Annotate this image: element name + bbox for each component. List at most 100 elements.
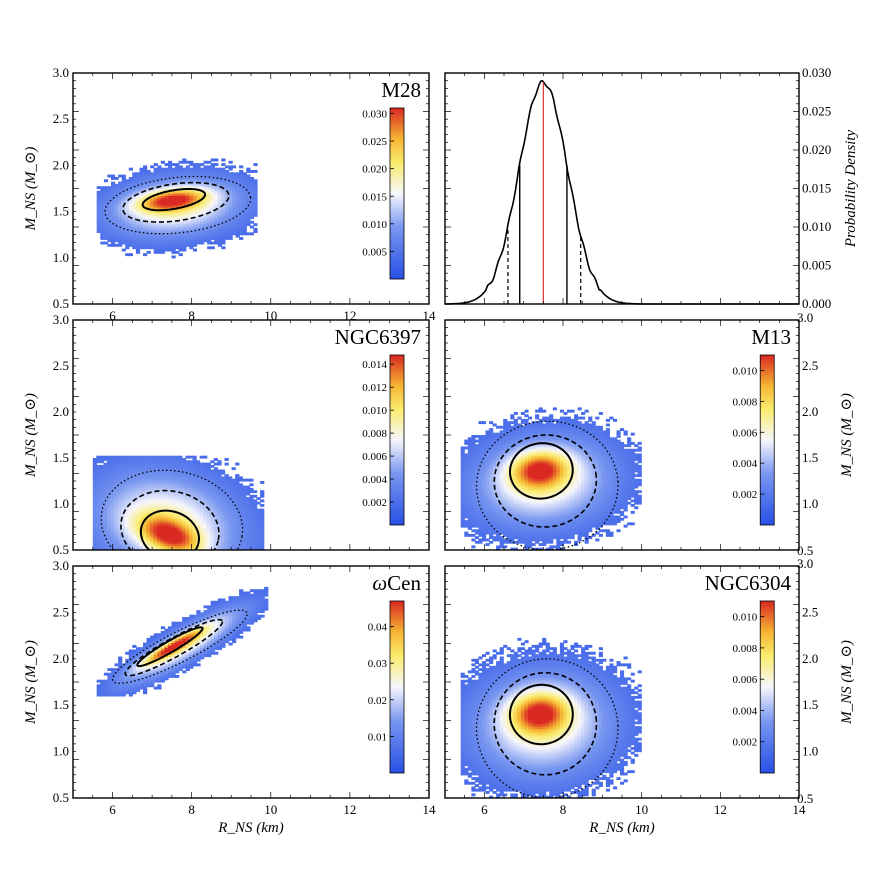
heat-cell xyxy=(192,167,198,171)
heat-cell xyxy=(545,425,550,429)
heat-cell xyxy=(542,540,547,544)
heat-cell xyxy=(107,533,112,537)
heat-cell xyxy=(92,471,97,475)
heat-cell xyxy=(513,527,518,530)
heat-cell xyxy=(132,209,137,213)
heat-cell xyxy=(110,533,115,537)
heat-cell xyxy=(174,504,179,507)
heat-cell xyxy=(153,474,158,477)
heat-cell xyxy=(149,510,154,514)
heat-cell xyxy=(124,529,129,533)
heat-cell xyxy=(503,460,508,464)
heat-cell xyxy=(188,490,194,494)
heat-cell xyxy=(471,520,476,523)
heat-cell xyxy=(513,423,518,427)
heat-cell xyxy=(538,490,543,494)
heat-cell xyxy=(153,529,158,533)
heat-cell xyxy=(467,483,472,487)
heat-cell xyxy=(164,506,169,510)
heat-cell xyxy=(199,520,204,523)
heat-cell xyxy=(188,474,194,477)
heat-cell xyxy=(156,501,162,505)
heat-cell xyxy=(139,239,144,243)
heat-cell xyxy=(221,197,226,201)
heat-cell xyxy=(235,227,240,231)
heat-cell xyxy=(221,223,226,227)
heat-cell xyxy=(125,200,130,203)
heat-cell xyxy=(99,545,105,549)
heat-cell xyxy=(242,186,247,190)
heat-cell xyxy=(224,547,229,550)
heat-cell xyxy=(171,533,176,537)
heat-cell xyxy=(478,527,483,530)
heat-cell xyxy=(221,209,226,213)
heat-cell xyxy=(121,230,126,233)
heat-cell xyxy=(149,471,154,475)
heat-cell xyxy=(524,478,529,482)
heat-cell xyxy=(242,529,247,533)
heat-cell xyxy=(199,522,204,526)
heat-cell xyxy=(203,179,208,183)
heat-cell xyxy=(118,186,123,190)
heat-cell xyxy=(171,501,176,505)
heat-cell xyxy=(164,188,169,192)
heat-cell xyxy=(492,444,497,448)
heat-cell xyxy=(520,524,525,528)
heat-cell xyxy=(228,186,233,190)
heat-cell xyxy=(203,522,208,526)
heat-cell xyxy=(520,439,525,443)
heat-cell xyxy=(149,499,154,503)
heat-cell xyxy=(114,527,119,530)
heat-cell xyxy=(124,469,129,473)
heat-cell xyxy=(482,517,487,521)
heat-cell xyxy=(207,225,212,229)
heat-cell xyxy=(520,515,525,519)
heat-cell xyxy=(460,490,465,494)
heat-cell xyxy=(131,474,137,477)
heat-cell xyxy=(528,543,533,546)
heat-cell xyxy=(160,536,165,540)
heat-cell xyxy=(213,515,218,519)
heat-cell xyxy=(160,183,165,187)
heat-cell xyxy=(467,517,472,521)
heat-cell xyxy=(156,515,162,519)
heat-cell xyxy=(167,195,173,199)
heat-cell xyxy=(464,458,469,461)
heat-cell xyxy=(220,483,226,487)
heat-cell xyxy=(513,513,518,517)
heat-cell xyxy=(503,538,508,542)
heat-cell xyxy=(235,462,240,466)
heat-cell xyxy=(114,460,119,464)
heat-cell xyxy=(242,213,247,217)
heat-cell xyxy=(178,492,183,496)
heat-cell xyxy=(531,536,536,540)
heat-cell xyxy=(242,227,247,231)
heat-cell xyxy=(117,481,122,484)
heat-cell xyxy=(520,529,525,533)
heat-cell xyxy=(549,435,554,438)
heat-cell xyxy=(260,508,265,512)
heat-cell xyxy=(517,501,522,505)
heat-cell xyxy=(471,487,476,491)
heat-cell xyxy=(503,513,508,517)
heat-cell xyxy=(249,536,254,540)
heat-cell xyxy=(235,197,240,201)
heat-cell xyxy=(552,458,557,461)
heat-cell xyxy=(220,497,226,500)
heat-cell xyxy=(100,216,105,220)
heat-cell xyxy=(117,469,122,473)
heat-cell xyxy=(239,218,244,222)
heat-cell xyxy=(125,195,130,199)
heat-cell xyxy=(482,435,487,438)
heat-cell xyxy=(228,490,233,494)
heat-cell xyxy=(542,464,547,468)
heat-cell xyxy=(510,506,515,510)
heat-cell xyxy=(96,536,101,540)
heat-cell xyxy=(485,508,490,512)
heat-cell xyxy=(156,460,162,464)
heat-cell xyxy=(482,504,487,507)
heat-cell xyxy=(506,522,511,526)
heat-cell xyxy=(196,462,201,466)
heat-cell xyxy=(506,428,511,431)
heat-cell xyxy=(118,197,123,201)
